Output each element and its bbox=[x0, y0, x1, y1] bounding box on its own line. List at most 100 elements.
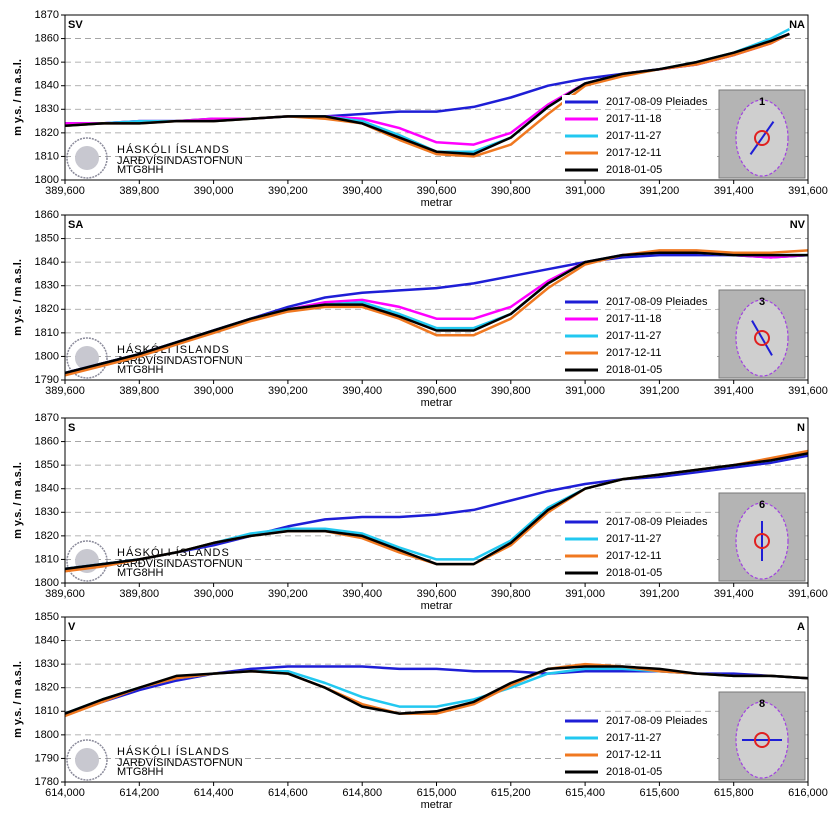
y-axis-label: m y.s. / m a.s.l. bbox=[12, 462, 24, 539]
legend-bg bbox=[562, 532, 717, 546]
x-tick-label: 390,000 bbox=[194, 185, 234, 197]
legend-bg bbox=[562, 95, 717, 109]
y-tick-label: 1840 bbox=[35, 634, 59, 646]
x-tick-label: 616,000 bbox=[788, 787, 828, 799]
logo-text: JARÐVÍSINDASTOFNUN bbox=[117, 756, 243, 769]
x-tick-label: 614,200 bbox=[119, 787, 159, 799]
x-tick-label: 389,600 bbox=[45, 185, 85, 197]
legend-label: 2017-08-09 Pleiades bbox=[606, 96, 708, 108]
x-tick-label: 614,000 bbox=[45, 787, 85, 799]
y-tick-label: 1800 bbox=[35, 729, 59, 741]
corner-label: SA bbox=[68, 219, 83, 231]
logo-text: HÁSKÓLI ÍSLANDS bbox=[117, 745, 230, 758]
x-tick-label: 615,400 bbox=[565, 787, 605, 799]
inset-marker bbox=[754, 130, 770, 146]
legend-label: 2017-11-27 bbox=[606, 732, 661, 744]
x-tick-label: 391,000 bbox=[565, 385, 605, 397]
corner-label: SV bbox=[68, 19, 83, 31]
y-tick-label: 1850 bbox=[35, 56, 59, 68]
x-tick-label: 391,400 bbox=[714, 385, 754, 397]
corner-label: S bbox=[68, 422, 75, 434]
x-axis-label: metrar bbox=[421, 197, 453, 209]
legend-bg bbox=[562, 295, 717, 309]
x-axis-label: metrar bbox=[421, 799, 453, 811]
x-tick-label: 390,000 bbox=[194, 588, 234, 600]
plot-frame bbox=[64, 417, 809, 584]
plot-frame bbox=[64, 14, 809, 181]
y-tick-label: 1860 bbox=[35, 209, 59, 221]
y-tick-label: 1840 bbox=[35, 80, 59, 92]
corner-label: A bbox=[797, 621, 805, 633]
logo-seal bbox=[75, 146, 99, 170]
logo-seal bbox=[66, 137, 108, 179]
x-tick-label: 391,000 bbox=[565, 185, 605, 197]
y-tick-label: 1850 bbox=[35, 459, 59, 471]
legend-label: 2017-11-18 bbox=[606, 313, 661, 325]
y-tick-label: 1860 bbox=[35, 32, 59, 44]
legend-bg bbox=[562, 112, 717, 126]
y-tick-label: 1840 bbox=[35, 483, 59, 495]
legend-bg bbox=[562, 731, 717, 745]
x-tick-label: 389,600 bbox=[45, 385, 85, 397]
x-tick-label: 390,000 bbox=[194, 385, 234, 397]
legend-label: 2018-01-05 bbox=[606, 567, 662, 579]
inset-marker bbox=[754, 533, 770, 549]
x-tick-label: 390,400 bbox=[342, 185, 382, 197]
legend-label: 2018-01-05 bbox=[606, 364, 662, 376]
x-tick-label: 390,400 bbox=[342, 588, 382, 600]
logo-text: MTG8HH bbox=[117, 567, 164, 579]
x-tick-label: 391,600 bbox=[788, 588, 828, 600]
legend-label: 2017-11-27 bbox=[606, 130, 661, 142]
inset-number: 6 bbox=[759, 499, 765, 511]
inset-profile bbox=[751, 320, 773, 356]
y-tick-label: 1820 bbox=[35, 303, 59, 315]
legend-label: 2017-08-09 Pleiades bbox=[606, 296, 708, 308]
series-line bbox=[64, 249, 809, 377]
series-line bbox=[64, 665, 809, 715]
legend-label: 2017-11-27 bbox=[606, 330, 661, 342]
logo-text: JARÐVÍSINDASTOFNUN bbox=[117, 557, 243, 570]
y-axis-label: m y.s. / m a.s.l. bbox=[12, 259, 24, 336]
series-line bbox=[64, 452, 809, 571]
corner-label: NV bbox=[790, 219, 806, 231]
x-tick-label: 390,800 bbox=[491, 385, 531, 397]
legend-label: 2018-01-05 bbox=[606, 766, 662, 778]
logo-text: MTG8HH bbox=[117, 164, 164, 176]
y-tick-label: 1790 bbox=[35, 752, 59, 764]
y-tick-label: 1800 bbox=[35, 174, 59, 186]
legend-bg bbox=[562, 129, 717, 143]
series-line bbox=[64, 32, 790, 156]
corner-label: N bbox=[797, 422, 805, 434]
y-tick-label: 1870 bbox=[35, 9, 59, 21]
y-tick-label: 1810 bbox=[35, 150, 59, 162]
legend-bg bbox=[562, 163, 717, 177]
x-tick-label: 391,200 bbox=[640, 385, 680, 397]
logo-seal bbox=[66, 739, 108, 781]
x-tick-label: 389,800 bbox=[119, 185, 159, 197]
logo-text: MTG8HH bbox=[117, 766, 164, 778]
x-tick-label: 391,000 bbox=[565, 588, 605, 600]
y-tick-label: 1830 bbox=[35, 103, 59, 115]
logo-text: HÁSKÓLI ÍSLANDS bbox=[117, 143, 230, 156]
legend-bg bbox=[562, 765, 717, 779]
x-tick-label: 390,800 bbox=[491, 185, 531, 197]
y-tick-label: 1850 bbox=[35, 232, 59, 244]
legend-bg bbox=[562, 515, 717, 529]
legend-bg bbox=[562, 346, 717, 360]
logo-seal bbox=[66, 337, 108, 379]
x-tick-label: 391,400 bbox=[714, 185, 754, 197]
plot-frame bbox=[64, 214, 809, 381]
x-tick-label: 389,800 bbox=[119, 385, 159, 397]
x-tick-label: 615,600 bbox=[640, 787, 680, 799]
inset-marker bbox=[754, 330, 770, 346]
y-tick-label: 1830 bbox=[35, 280, 59, 292]
y-tick-label: 1840 bbox=[35, 256, 59, 268]
logo-seal bbox=[75, 346, 99, 370]
x-tick-label: 614,600 bbox=[268, 787, 308, 799]
plot-frame bbox=[64, 616, 809, 783]
legend-bg bbox=[562, 329, 717, 343]
legend-label: 2017-12-11 bbox=[606, 147, 661, 159]
x-tick-label: 389,600 bbox=[45, 588, 85, 600]
y-axis-label: m y.s. / m a.s.l. bbox=[12, 661, 24, 738]
